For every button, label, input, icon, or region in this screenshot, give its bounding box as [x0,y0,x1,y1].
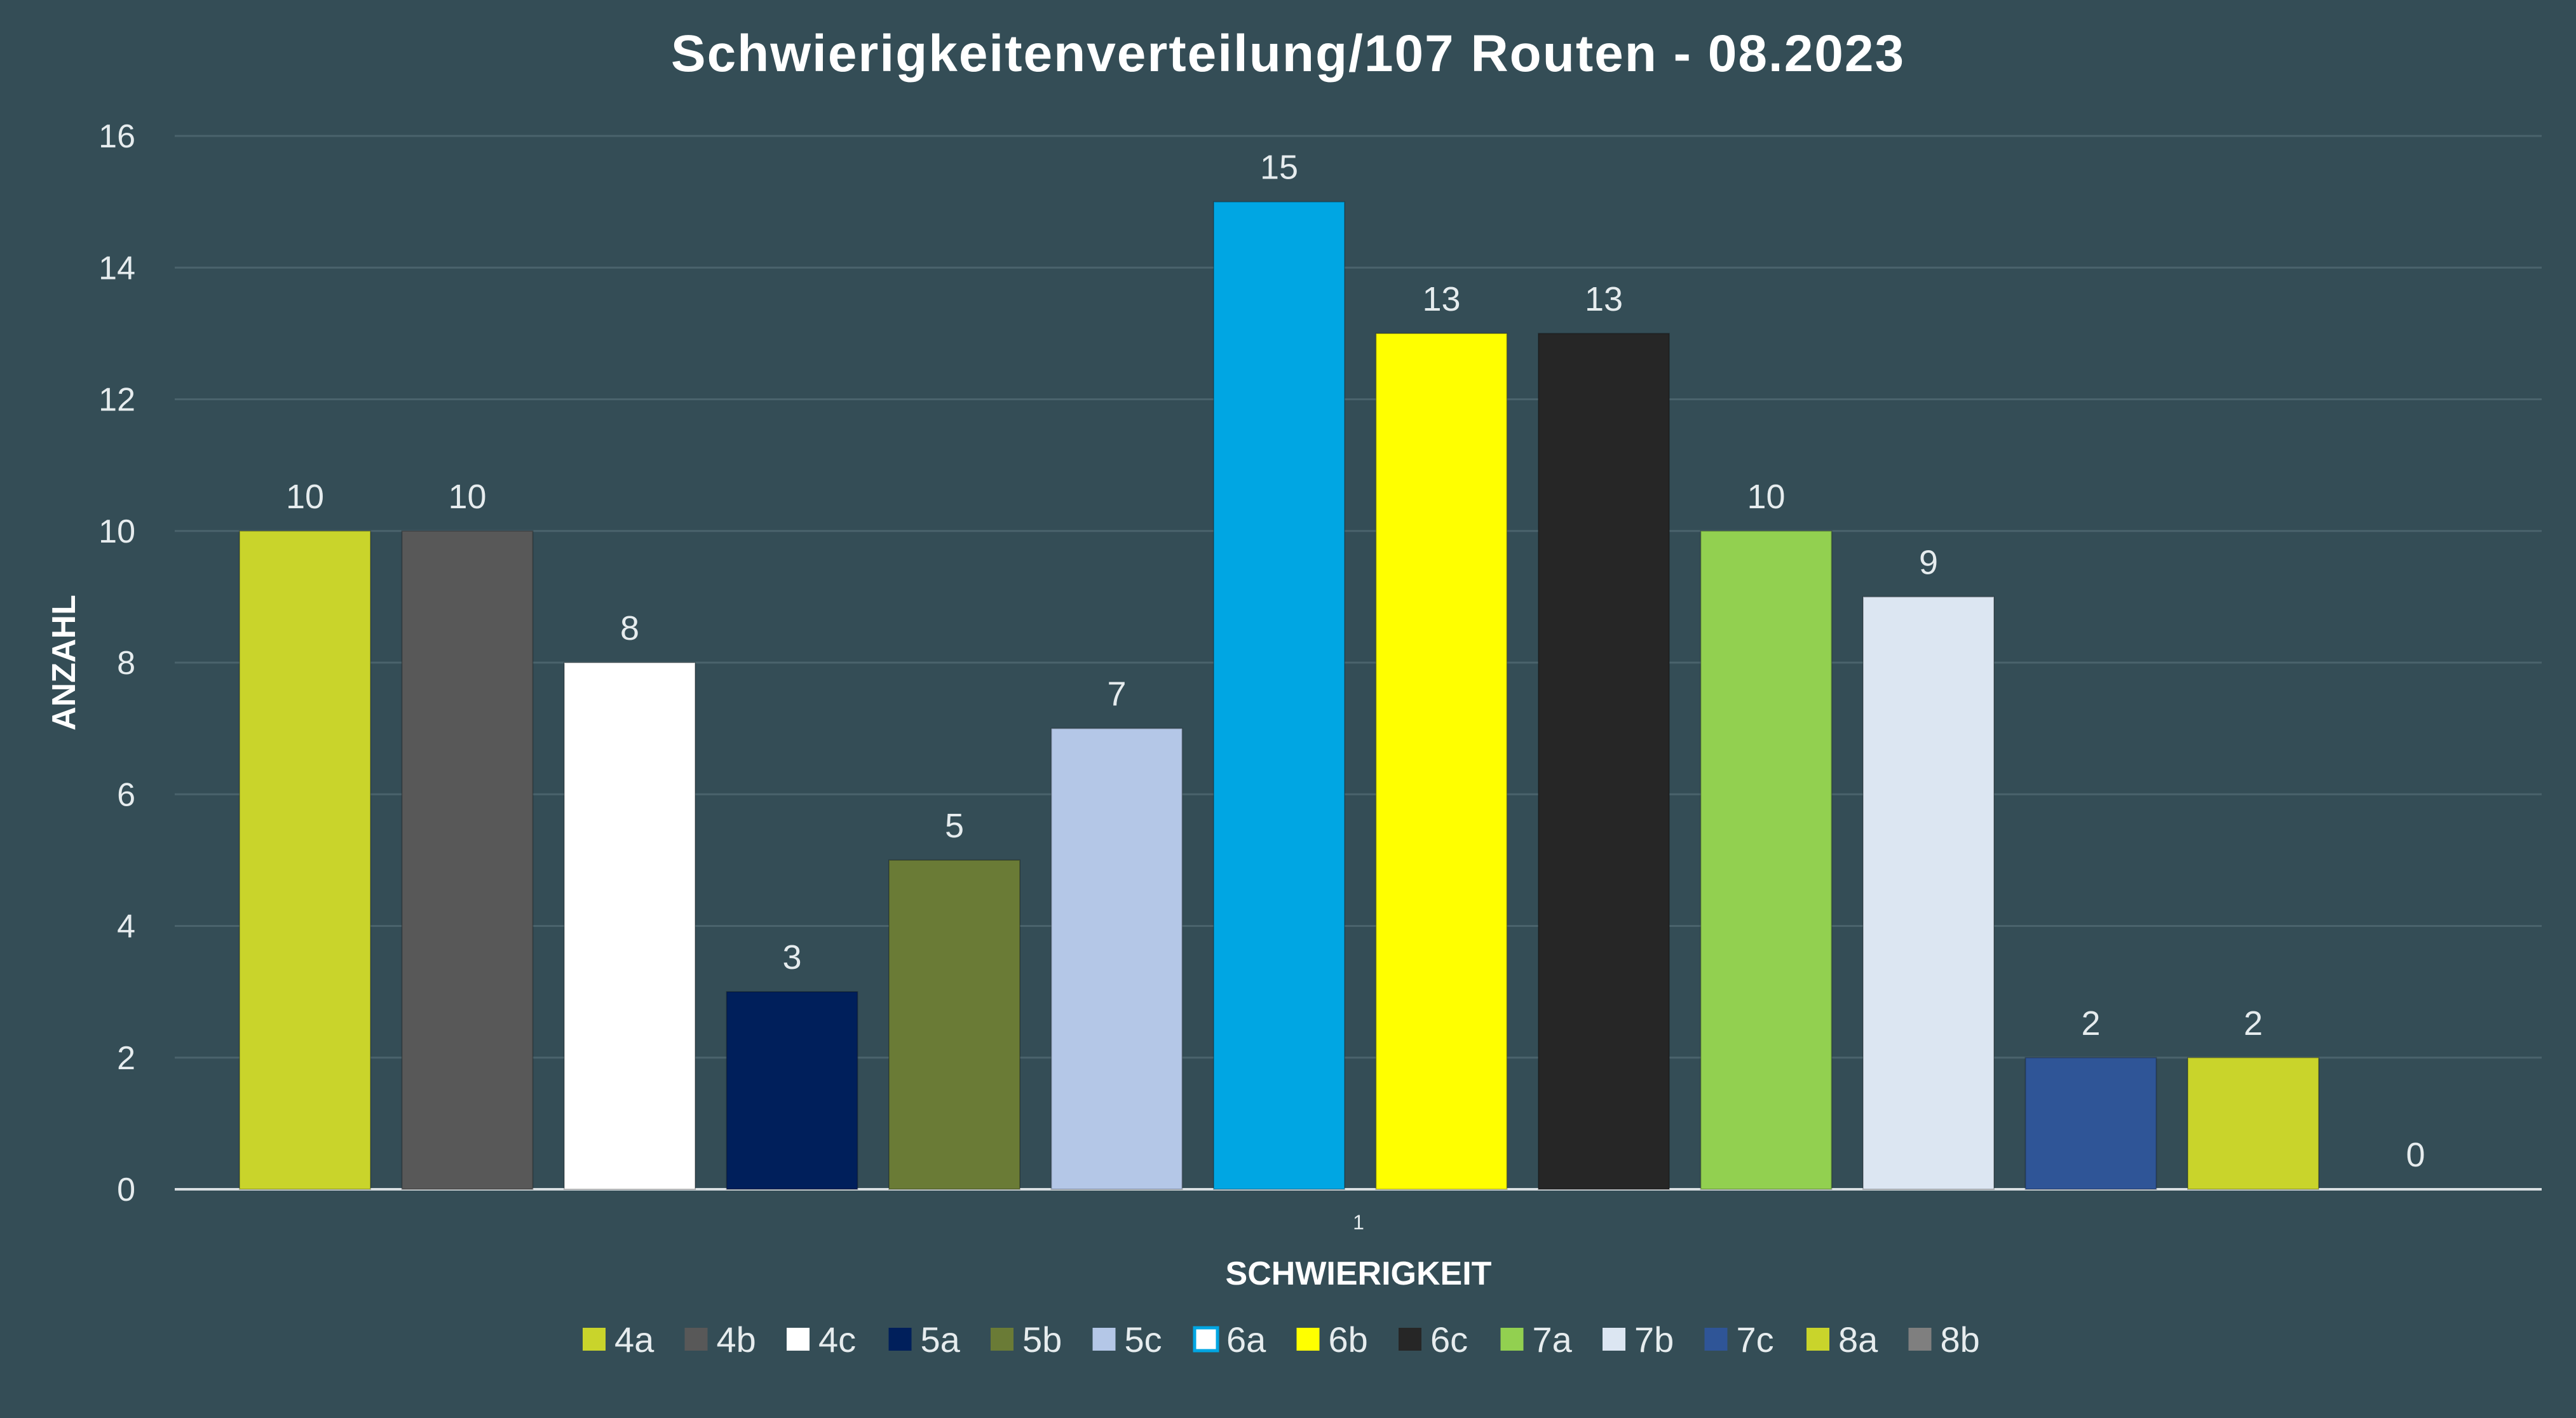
legend-label-7b: 7b [1634,1320,1674,1360]
data-label-5c: 7 [1107,675,1126,713]
data-label-6c: 13 [1585,280,1623,318]
y-axis-ticks: 0 2 4 6 8 10 12 14 16 [98,118,135,1208]
data-label-7a: 10 [1747,478,1785,516]
legend-swatch-6b [1296,1328,1320,1351]
bar-5b [888,859,1020,1190]
legend-swatch-8a [1807,1328,1829,1351]
bar-7b [1862,596,1995,1190]
legend-label-6c: 6c [1430,1320,1468,1360]
data-label-5a: 3 [782,938,801,976]
y-tick-label-10: 10 [98,513,135,550]
legend-label-5b: 5b [1022,1320,1062,1360]
legend-label-4b: 4b [717,1320,756,1360]
bar-7a [1700,530,1833,1190]
legend-label-5c: 5c [1125,1320,1162,1360]
legend-swatch-5b [991,1328,1013,1351]
legend-swatch-7b [1603,1328,1625,1351]
bar-8a [2187,1057,2319,1190]
legend-swatch-7a [1500,1328,1524,1351]
y-axis-title: ANZAHL [46,595,83,731]
legend-swatch-4b [684,1328,708,1351]
legend-swatch-4a [583,1328,606,1351]
y-tick-label-12: 12 [98,382,135,419]
legend-swatch-6a [1193,1326,1219,1353]
bar-4c [564,662,696,1190]
bar-6a [1213,201,1345,1190]
bar-6b [1375,332,1508,1190]
data-label-4b: 10 [448,478,486,516]
bar-4a [239,530,371,1190]
y-tick-label-4: 4 [117,908,135,945]
data-label-4a: 10 [286,478,324,516]
data-label-8b: 0 [2406,1136,2425,1174]
bar-5c [1050,727,1183,1190]
data-label-6a: 15 [1260,149,1298,187]
legend-swatch-7c [1704,1328,1728,1351]
data-label-7b: 9 [1919,543,1938,581]
legend-label-6b: 6b [1329,1320,1368,1360]
data-label-4c: 8 [620,609,639,647]
legend-label-6a: 6a [1226,1320,1266,1360]
data-label-6b: 13 [1422,280,1460,318]
data-label-8a: 2 [2244,1004,2263,1043]
legend: 4a 4b 4c 5a 5b 5c 6a 6b 6c 7a 7b 7c 8a 8b [583,1320,1980,1360]
y-tick-label-0: 0 [117,1172,135,1208]
legend-label-8b: 8b [1941,1320,1980,1360]
legend-label-4a: 4a [614,1320,654,1360]
bar-5a [726,991,858,1190]
legend-swatch-4c [787,1328,810,1351]
bar-7c [2024,1057,2157,1190]
y-tick-label-14: 14 [98,250,135,287]
bars [239,201,2319,1190]
y-tick-label-8: 8 [117,645,135,682]
legend-label-4c: 4c [818,1320,856,1360]
x-category-label: 1 [1353,1211,1364,1234]
chart-title: Schwierigkeitenverteilung/107 Routen - 0… [671,25,1905,83]
y-tick-label-6: 6 [117,776,135,813]
y-tick-label-2: 2 [117,1040,135,1077]
x-axis-title: SCHWIERIGKEIT [1226,1255,1492,1292]
data-labels: 10 10 8 3 5 7 15 13 13 10 9 2 2 0 [286,149,2425,1174]
legend-label-7c: 7c [1737,1320,1774,1360]
legend-swatch-5c [1092,1328,1116,1351]
legend-label-5a: 5a [921,1320,961,1360]
data-label-7c: 2 [2081,1004,2100,1043]
legend-label-8a: 8a [1838,1320,1878,1360]
legend-label-7a: 7a [1533,1320,1573,1360]
legend-swatch-5a [888,1328,912,1351]
legend-swatch-6c [1399,1328,1421,1351]
bar-6c [1538,332,1670,1190]
data-label-5b: 5 [945,807,964,845]
bar-4b [401,530,534,1190]
legend-swatch-8b [1908,1328,1932,1351]
y-tick-label-16: 16 [98,118,135,155]
